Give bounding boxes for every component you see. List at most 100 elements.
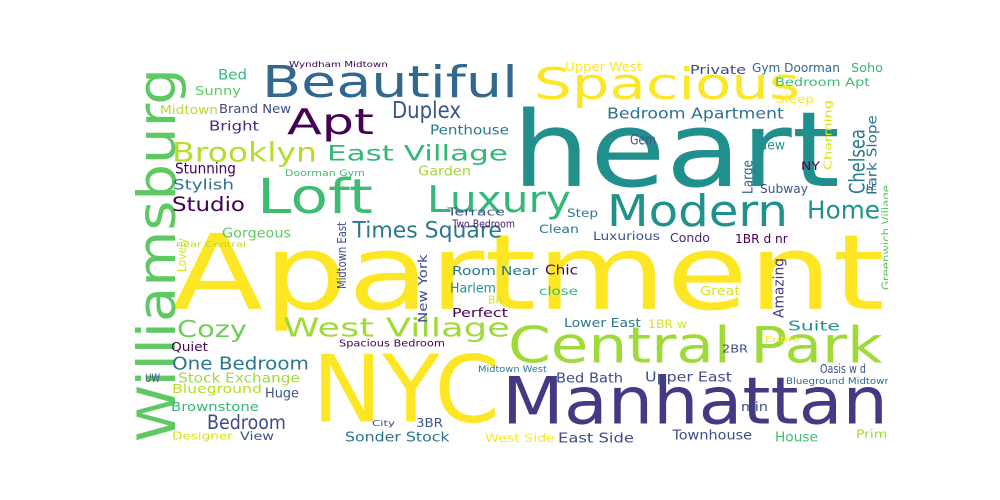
word-great: Great [700, 285, 740, 299]
word-bedroom-apt: Bedroom Apt [775, 77, 870, 90]
word-uw: UW [145, 373, 160, 385]
word-sonder-stock: Sonder Stock [345, 431, 450, 445]
word-stylish: Stylish [173, 177, 234, 193]
word-lower-east: Lower East [564, 317, 641, 331]
word-soho: Soho [851, 60, 883, 75]
word-midtown: Midtown [160, 104, 218, 118]
word-ny: NY [801, 159, 820, 172]
word-le: LE [866, 184, 877, 193]
word-upper-east: Upper East [645, 371, 732, 385]
word-oasis-w-d: Oasis w d [820, 362, 866, 376]
word-luxury: Luxury [427, 179, 571, 221]
word-spacious-bedroom: Spacious Bedroom [339, 338, 445, 349]
word-two-bedroom: Two Bedroom [451, 219, 515, 231]
word-brownstone: Brownstone [171, 400, 259, 414]
word-luxurious: Luxurious [593, 229, 660, 242]
word-chic: Chic [545, 264, 578, 279]
word-brooklyn: Brooklyn [172, 137, 317, 168]
word-city: City [372, 420, 395, 429]
word-east-village: East Village [327, 141, 508, 166]
word-new-york: New York [416, 254, 430, 323]
word-stunning: Stunning [175, 161, 236, 178]
word-times-square: Times Square [352, 217, 502, 243]
word-manhattan: Manhattan [502, 364, 888, 440]
word-terrace: Terrace [446, 207, 505, 219]
word-midtown-west: Midtown West [478, 364, 547, 374]
word-west-village: West Village [283, 312, 510, 343]
word-studio: Studio [172, 193, 245, 216]
word-bed-bath: Bed Bath [556, 371, 623, 386]
word-private: Private [690, 64, 746, 78]
word-gorgeous: Gorgeous [222, 226, 291, 241]
word-blueground: Blueground [172, 383, 262, 397]
word-east-side: East Side [558, 431, 634, 446]
word-modern: Modern [607, 185, 788, 236]
word-cozy: Cozy [177, 317, 247, 344]
word-min: min [741, 401, 768, 415]
word-gem: Gem [630, 131, 656, 148]
word-bedroom: Bedroom [207, 413, 286, 435]
word-br: BR [488, 294, 504, 307]
word-prime: Prime [856, 427, 888, 440]
word-garden: Garden [418, 164, 471, 179]
word-view: View [240, 431, 274, 444]
word-clean: Clean [539, 223, 579, 236]
word-cloud: Apartment heart NYC Manhattan Central Park Wi… [125, 56, 888, 448]
word-greenwich-village: Greenwich Village [879, 185, 888, 290]
word-sleep: Sleep [776, 92, 814, 106]
word-new: New [758, 137, 785, 152]
word-sunny: Sunny [195, 84, 241, 98]
word-apartment: Apartment [172, 213, 885, 334]
word-spacious: Spacious [534, 60, 800, 110]
word-near-central: near Central [176, 241, 246, 250]
word-one-bedroom: One Bedroom [172, 355, 309, 375]
word-3br: 3BR [416, 416, 443, 430]
word-chelsea: Chelsea [844, 129, 870, 194]
word-perfect: Perfect [452, 307, 508, 321]
word-1br-d-nr: 1BR d nr [735, 232, 788, 246]
word-upper-west: Upper West [565, 60, 642, 74]
word-apt: Apt [287, 102, 374, 143]
word-1br-w: 1BR w [648, 318, 687, 331]
word-midtown-east: Midtown East [335, 221, 349, 289]
word-loft: Loft [257, 170, 373, 225]
word-room-near: Room Near [452, 264, 538, 278]
word-wyndham-midtown: Wyndham Midtown [289, 61, 388, 70]
word-house: House [775, 431, 818, 446]
word-penthouse: Penthouse [430, 124, 509, 139]
word-designer: Designer [172, 430, 233, 442]
word-blueground-midtown: Blueground Midtown [786, 376, 888, 386]
word-doorman-gym: Doorman Gym [285, 169, 365, 179]
word-entire: Entire [765, 336, 800, 345]
word-williamsburg: Williamsburg [127, 68, 188, 442]
word-subway: Subway [760, 182, 808, 196]
word-west-side: West Side [485, 432, 555, 445]
word-duplex: Duplex [392, 98, 461, 125]
word-park-slope: Park Slope [866, 115, 881, 195]
word-bed: Bed [218, 68, 247, 83]
word-bright: Bright [209, 118, 259, 134]
word-quiet: Quiet [171, 341, 208, 355]
word-townhouse: Townhouse [671, 428, 752, 443]
word-heart: heart [512, 89, 840, 211]
word-brand-new: Brand New [219, 101, 291, 115]
word-harlem: Harlem [450, 282, 496, 297]
word-gym-doorman: Gym Doorman [752, 61, 840, 75]
word-step: Step [567, 206, 598, 220]
word-charming: Charming [821, 100, 833, 170]
word-central-park: Central Park [508, 317, 883, 375]
word-bedroom-apartment: Bedroom Apartment [607, 105, 784, 122]
word-suite: Suite [788, 319, 840, 334]
word-huge: Huge [265, 387, 299, 402]
word-large: Large [741, 160, 757, 194]
word-beautiful: Beautiful [262, 57, 518, 108]
word-stock-exchange: Stock Exchange [178, 372, 300, 387]
word-nyc: NYC [312, 336, 500, 445]
word-2br: 2BR [722, 343, 748, 355]
word-amazing: Amazing [771, 258, 787, 318]
word-condo: Condo [670, 231, 710, 245]
word-close: close [539, 286, 578, 299]
word-lovely: Lovely [174, 238, 189, 272]
word-home: Home [807, 195, 880, 224]
